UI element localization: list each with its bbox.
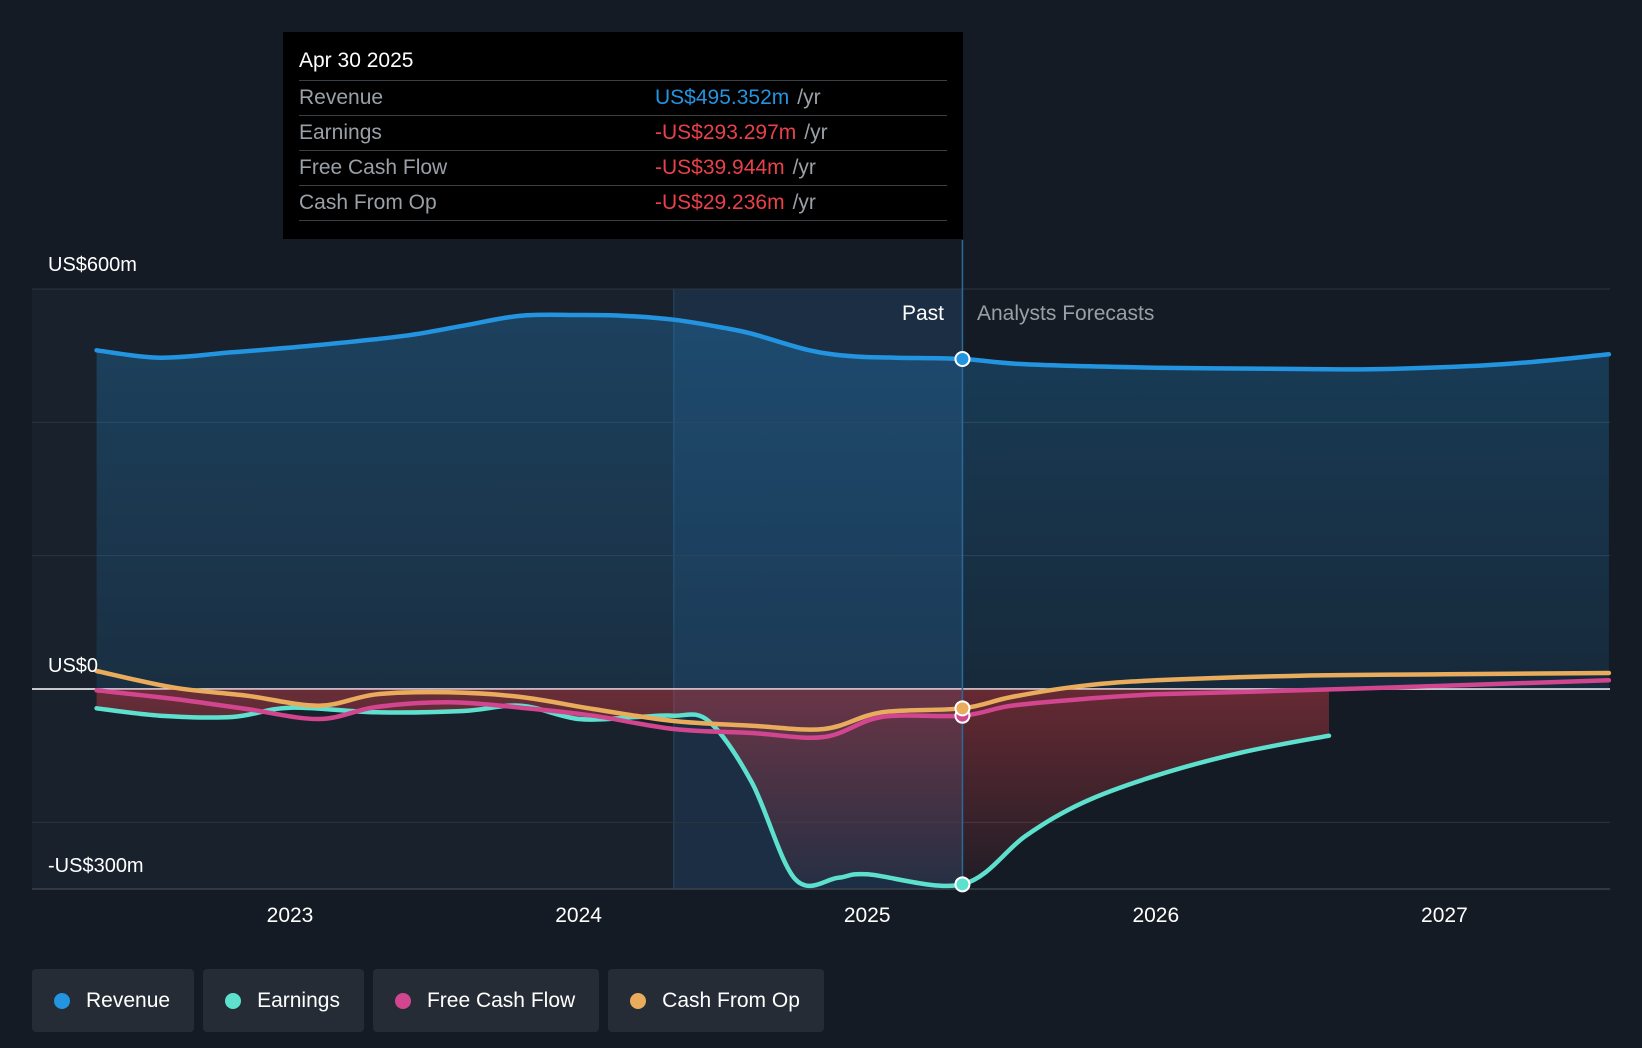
tooltip-label-revenue: Revenue: [299, 86, 384, 109]
tooltip-unit-free-cash-flow: /yr: [792, 156, 816, 179]
marker-revenue: [954, 351, 971, 367]
tooltip-label-earnings: Earnings: [299, 121, 382, 144]
y-axis-label-zero: US$0: [48, 655, 98, 677]
tooltip-unit-revenue: /yr: [797, 86, 821, 109]
x-tick-label: 2027: [1421, 904, 1468, 927]
legend-label-free-cash-flow: Free Cash Flow: [426, 988, 576, 1012]
legend-label-earnings: Earnings: [257, 988, 340, 1012]
earnings-dot-icon: [225, 992, 242, 1009]
y-axis-label-top: US$600m: [48, 254, 137, 276]
tooltip-date: Apr 30 2025: [299, 49, 414, 72]
tooltip-label-free-cash-flow: Free Cash Flow: [299, 156, 448, 179]
legend-item-revenue[interactable]: Revenue: [32, 969, 195, 1032]
tooltip: Apr 30 2025 Revenue US$495.352m /yr Earn…: [283, 32, 963, 239]
series-line-cash-from-op: [94, 668, 1612, 732]
legend-item-free-cash-flow[interactable]: Free Cash Flow: [372, 969, 600, 1032]
tooltip-row-revenue: Revenue US$495.352m /yr: [299, 80, 947, 115]
revenue-area: [96, 314, 1609, 689]
tooltip-row-earnings: Earnings -US$293.297m /yr: [299, 115, 947, 150]
legend-label-revenue: Revenue: [86, 988, 171, 1012]
tooltip-unit-earnings: /yr: [804, 121, 828, 144]
series-line-free-cash-flow: [94, 678, 1612, 740]
tooltip-value-free-cash-flow: -US$39.944m: [655, 156, 785, 179]
x-tick-label: 2026: [1132, 904, 1179, 927]
tooltip-value-cash-from-op: -US$29.236m: [655, 191, 785, 214]
series-line-earnings: [94, 703, 1332, 889]
marker-earnings: [954, 876, 971, 893]
revenue-dot-icon: [54, 992, 70, 1009]
tooltip-unit-cash-from-op: /yr: [792, 191, 816, 214]
tooltip-value-revenue: US$495.352m: [655, 86, 790, 109]
series-line-revenue: [94, 312, 1612, 372]
tooltip-value-earnings: -US$293.297m: [655, 121, 797, 144]
x-tick-label: 2024: [555, 904, 602, 927]
x-tick-label: 2025: [844, 904, 891, 927]
free-cash-flow-dot-icon: [394, 992, 411, 1009]
legend-item-earnings[interactable]: Earnings: [203, 969, 364, 1032]
legend: Revenue Earnings Free Cash Flow Cash Fro…: [32, 969, 824, 1032]
legend-label-cash-from-op: Cash From Op: [662, 988, 800, 1012]
marker-cash-from-op: [954, 700, 971, 717]
tooltip-row-cash-from-op: Cash From Op -US$29.236m /yr: [299, 185, 947, 221]
cash-from-op-dot-icon: [630, 992, 647, 1009]
forecast-label: Analysts Forecasts: [977, 302, 1154, 325]
legend-item-cash-from-op[interactable]: Cash From Op: [608, 969, 824, 1032]
x-tick-label: 2023: [267, 904, 314, 927]
tooltip-row-free-cash-flow: Free Cash Flow -US$39.944m /yr: [299, 150, 947, 185]
past-label: Past: [902, 302, 944, 325]
y-axis-label-bottom: -US$300m: [48, 855, 144, 877]
tooltip-label-cash-from-op: Cash From Op: [299, 191, 437, 214]
